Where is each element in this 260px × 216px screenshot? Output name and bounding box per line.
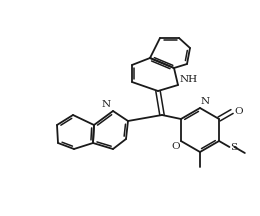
- Text: O: O: [234, 107, 243, 116]
- Text: N: N: [102, 100, 111, 109]
- Text: NH: NH: [180, 75, 198, 84]
- Text: N: N: [201, 97, 210, 106]
- Text: S: S: [230, 143, 238, 151]
- Text: O: O: [171, 142, 180, 151]
